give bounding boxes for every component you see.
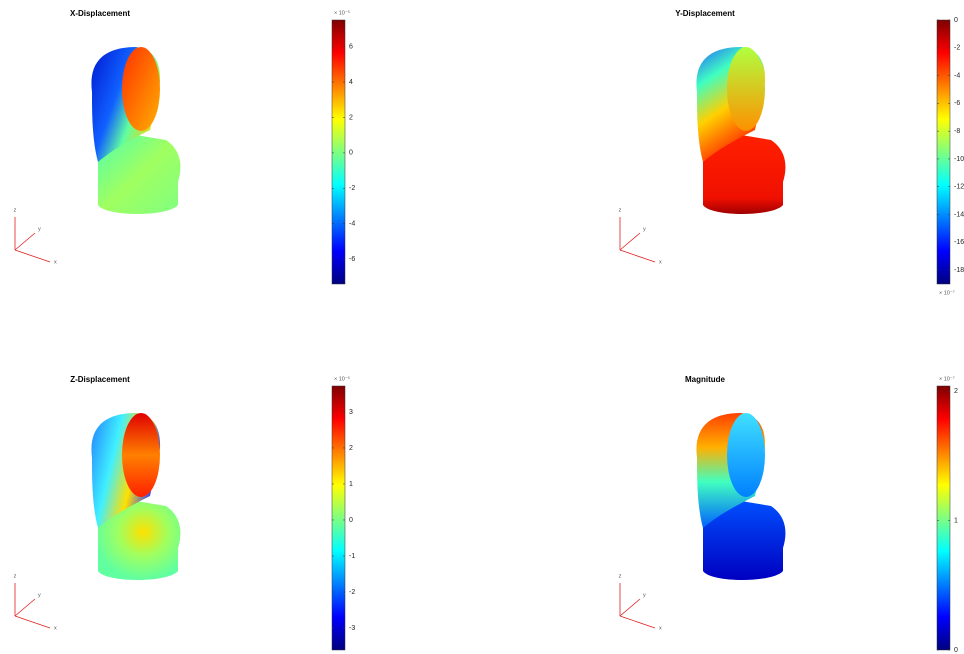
surface-opening: [122, 413, 160, 497]
triad-label: y: [38, 226, 41, 232]
panel-title: Y-Displacement: [675, 9, 735, 18]
colorbar-tick-label: 3: [349, 409, 353, 416]
panel-title: X-Displacement: [70, 9, 130, 18]
colorbar-tick-label: -4: [349, 221, 355, 228]
colorbar-tick-label: -14: [954, 211, 964, 218]
panel: Magnitude 0 1 2 × 10⁻⁷ x y z: [619, 375, 958, 654]
triad-label: x: [54, 625, 57, 631]
surface-body: [97, 134, 181, 214]
colorbar-exponent: × 10⁻⁵: [334, 375, 350, 382]
triad-label: y: [643, 226, 646, 232]
triad-axis: [619, 615, 656, 629]
surface-opening: [122, 47, 160, 131]
colorbar-tick-label: -12: [954, 184, 964, 191]
surface-body: [702, 134, 786, 214]
surface-opening: [727, 413, 765, 497]
panel-title: Magnitude: [685, 375, 726, 384]
surface-body: [97, 500, 181, 580]
colorbar: [331, 385, 346, 651]
triad-label: x: [659, 259, 662, 265]
colorbar-tick-label: 0: [954, 647, 958, 654]
colorbar-tick-label: -18: [954, 267, 964, 274]
triad-axis: [14, 249, 51, 263]
triad-axis: [14, 232, 36, 251]
colorbar: [936, 385, 951, 651]
panel: Z-Displacement -3 -2 -1 0 1 2 3 × 10⁻⁵ x y z: [14, 375, 355, 651]
colorbar: [936, 19, 951, 285]
colorbar-tick-label: 2: [349, 445, 353, 452]
triad-axis: [619, 249, 656, 263]
triad-label: x: [54, 259, 57, 265]
colorbar-exponent: × 10⁻⁷: [939, 289, 955, 296]
colorbar-tick-label: -6: [349, 256, 355, 263]
triad-axis: [14, 598, 36, 617]
triad-label: z: [619, 207, 622, 213]
triad-axis: [14, 615, 51, 629]
triad-label: y: [643, 592, 646, 598]
surface-body: [702, 500, 786, 580]
triad-axis: [619, 598, 641, 617]
triad-label: y: [38, 592, 41, 598]
colorbar-tick-label: 0: [349, 150, 353, 157]
colorbar-tick-label: 0: [954, 17, 958, 24]
colorbar-tick-label: 2: [954, 388, 958, 395]
colorbar-tick-label: 4: [349, 79, 353, 86]
colorbar-tick-label: 2: [349, 114, 353, 121]
triad-label: z: [619, 573, 622, 579]
colorbar-tick-label: -2: [349, 185, 355, 192]
triad-label: z: [14, 573, 17, 579]
triad-axis: [619, 232, 641, 251]
colorbar-tick-label: -2: [349, 589, 355, 596]
colorbar-tick-label: -4: [954, 72, 960, 79]
colorbar-tick-label: -16: [954, 239, 964, 246]
colorbar-tick-label: -3: [349, 625, 355, 632]
colorbar-tick-label: 6: [349, 43, 353, 50]
panel: Y-Displacement -18 -16 -14 -12 -10 -8 -6 -4 -2 0 × …: [619, 9, 964, 296]
triad-label: x: [659, 625, 662, 631]
panel-title: Z-Displacement: [70, 375, 130, 384]
colorbar-tick-label: 1: [349, 481, 353, 488]
colorbar-exponent: × 10⁻⁷: [939, 375, 955, 382]
colorbar-exponent: × 10⁻⁵: [334, 9, 350, 16]
colorbar-tick-label: 0: [349, 517, 353, 524]
colorbar-tick-label: -10: [954, 156, 964, 163]
colorbar-tick-label: -2: [954, 45, 960, 52]
colorbar-tick-label: -1: [349, 553, 355, 560]
panel: X-Displacement -6 -4 -2 0 2 4 6 × 10⁻⁵ x y z: [14, 9, 355, 285]
colorbar: [331, 19, 346, 285]
colorbar-tick-label: 1: [954, 517, 958, 524]
surface-opening: [727, 47, 765, 131]
triad-label: z: [14, 207, 17, 213]
colorbar-tick-label: -8: [954, 128, 960, 135]
colorbar-tick-label: -6: [954, 100, 960, 107]
